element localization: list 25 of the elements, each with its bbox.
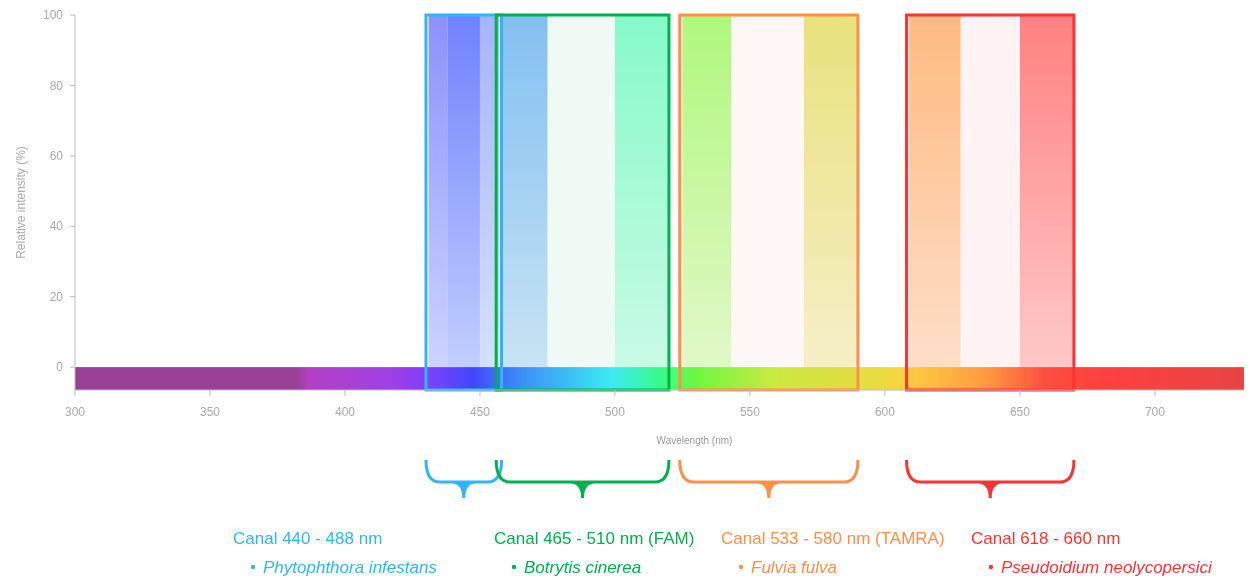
y-tick-label: 60 <box>49 149 64 164</box>
x-tick-label: 700 <box>1144 405 1166 419</box>
x-tick-label: 550 <box>739 405 761 419</box>
text: Pseudoidium neolycopersici <box>1001 558 1213 577</box>
text: Phytophthora infestans <box>263 558 438 577</box>
text: Canal 465 - 510 nm (FAM) <box>494 529 695 548</box>
y-axis-title: Relative intensity (%) <box>14 146 28 259</box>
text: Canal 618 - 660 nm <box>971 529 1121 548</box>
x-tick-label: 650 <box>1009 405 1031 419</box>
y-tick-label: 20 <box>49 289 64 304</box>
text: Canal 440 - 488 nm <box>233 529 383 548</box>
y-tick-label: 100 <box>42 8 64 23</box>
x-tick-label: 400 <box>334 405 356 419</box>
y-tick-label: 0 <box>56 360 64 375</box>
x-tick-label: 600 <box>874 405 896 419</box>
x-tick-label: 500 <box>604 405 626 419</box>
x-tick-label: 300 <box>64 405 86 419</box>
y-tick-label: 80 <box>49 78 64 93</box>
text: Fulvia fulva <box>751 558 837 577</box>
x-axis-title: Wavelength (nm) <box>656 435 733 446</box>
text: Canal 533 - 580 nm (TAMRA) <box>721 529 945 548</box>
x-tick-label: 450 <box>469 405 491 419</box>
x-tick-label: 350 <box>199 405 221 419</box>
y-tick-label: 40 <box>49 219 64 234</box>
text: Botrytis cinerea <box>524 558 642 577</box>
